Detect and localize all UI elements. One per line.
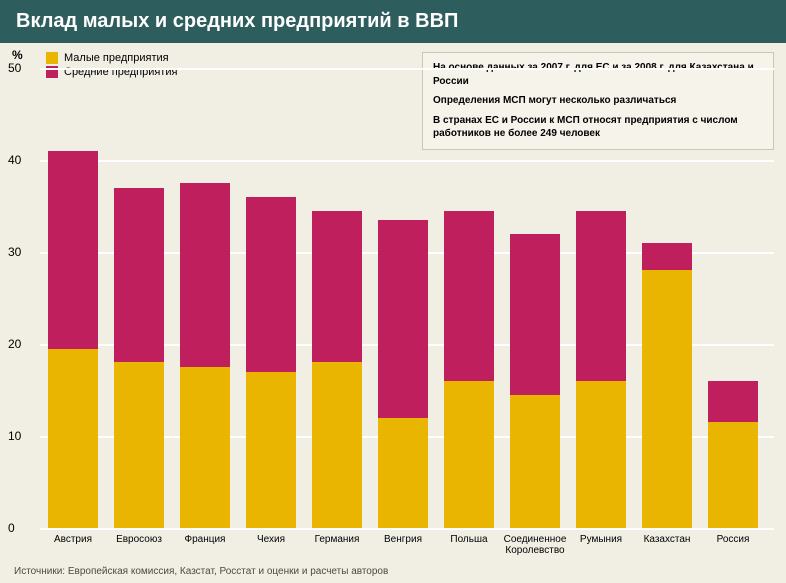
x-tick-label: Германия <box>305 534 370 545</box>
bar: Франция <box>180 68 230 528</box>
bar-segment-medium <box>708 381 758 422</box>
bar-segment-medium <box>114 188 164 363</box>
y-axis-label: % <box>12 48 23 62</box>
bar: Венгрия <box>378 68 428 528</box>
chart-title: Вклад малых и средних предприятий в ВВП <box>16 10 458 32</box>
bar-segment-small <box>180 367 230 528</box>
x-tick-label: Россия <box>701 534 766 545</box>
bar-segment-small <box>114 362 164 528</box>
bar: Польша <box>444 68 494 528</box>
x-tick-label: Австрия <box>41 534 106 545</box>
bar-segment-medium <box>444 211 494 381</box>
grid-line <box>40 528 774 530</box>
bar-segment-medium <box>180 183 230 367</box>
x-tick-label: Венгрия <box>371 534 436 545</box>
x-tick-label: Румыния <box>569 534 634 545</box>
bar-segment-medium <box>576 211 626 381</box>
x-tick-label: Казахстан <box>635 534 700 545</box>
bar: Чехия <box>246 68 296 528</box>
bar-segment-small <box>510 395 560 528</box>
bar: Германия <box>312 68 362 528</box>
y-tick-label: 0 <box>8 521 15 535</box>
bar-segment-small <box>708 422 758 528</box>
y-tick-label: 20 <box>8 337 21 351</box>
legend-swatch-small <box>46 52 58 64</box>
bar-segment-medium <box>642 243 692 271</box>
bar-segment-small <box>246 372 296 528</box>
bar: Казахстан <box>642 68 692 528</box>
bar-segment-medium <box>48 151 98 349</box>
bar-segment-small <box>444 381 494 528</box>
source-line: Источники: Европейская комиссия, Казстат… <box>14 566 388 577</box>
bar: Румыния <box>576 68 626 528</box>
legend-label-small: Малые предприятия <box>64 52 169 64</box>
bar-segment-small <box>378 418 428 528</box>
bar-segment-small <box>312 362 362 528</box>
legend-item-small: Малые предприятия <box>46 52 177 64</box>
bar: Евросоюз <box>114 68 164 528</box>
bar-segment-small <box>642 270 692 528</box>
bar-segment-medium <box>378 220 428 418</box>
y-tick-label: 30 <box>8 245 21 259</box>
x-tick-label: Евросоюз <box>107 534 172 545</box>
x-tick-label: Соединенное Королевство <box>503 534 568 556</box>
bar-segment-medium <box>312 211 362 363</box>
y-tick-label: 40 <box>8 153 21 167</box>
plot-area: 01020304050АвстрияЕвросоюзФранцияЧехияГе… <box>40 68 774 528</box>
x-tick-label: Польша <box>437 534 502 545</box>
x-tick-label: Франция <box>173 534 238 545</box>
bar-segment-small <box>576 381 626 528</box>
bar: Австрия <box>48 68 98 528</box>
bar: Соединенное Королевство <box>510 68 560 528</box>
bar: Россия <box>708 68 758 528</box>
bar-segment-medium <box>510 234 560 395</box>
bar-segment-medium <box>246 197 296 372</box>
y-tick-label: 50 <box>8 61 21 75</box>
x-tick-label: Чехия <box>239 534 304 545</box>
chart-title-bar: Вклад малых и средних предприятий в ВВП <box>0 0 786 43</box>
y-tick-label: 10 <box>8 429 21 443</box>
bar-segment-small <box>48 349 98 528</box>
